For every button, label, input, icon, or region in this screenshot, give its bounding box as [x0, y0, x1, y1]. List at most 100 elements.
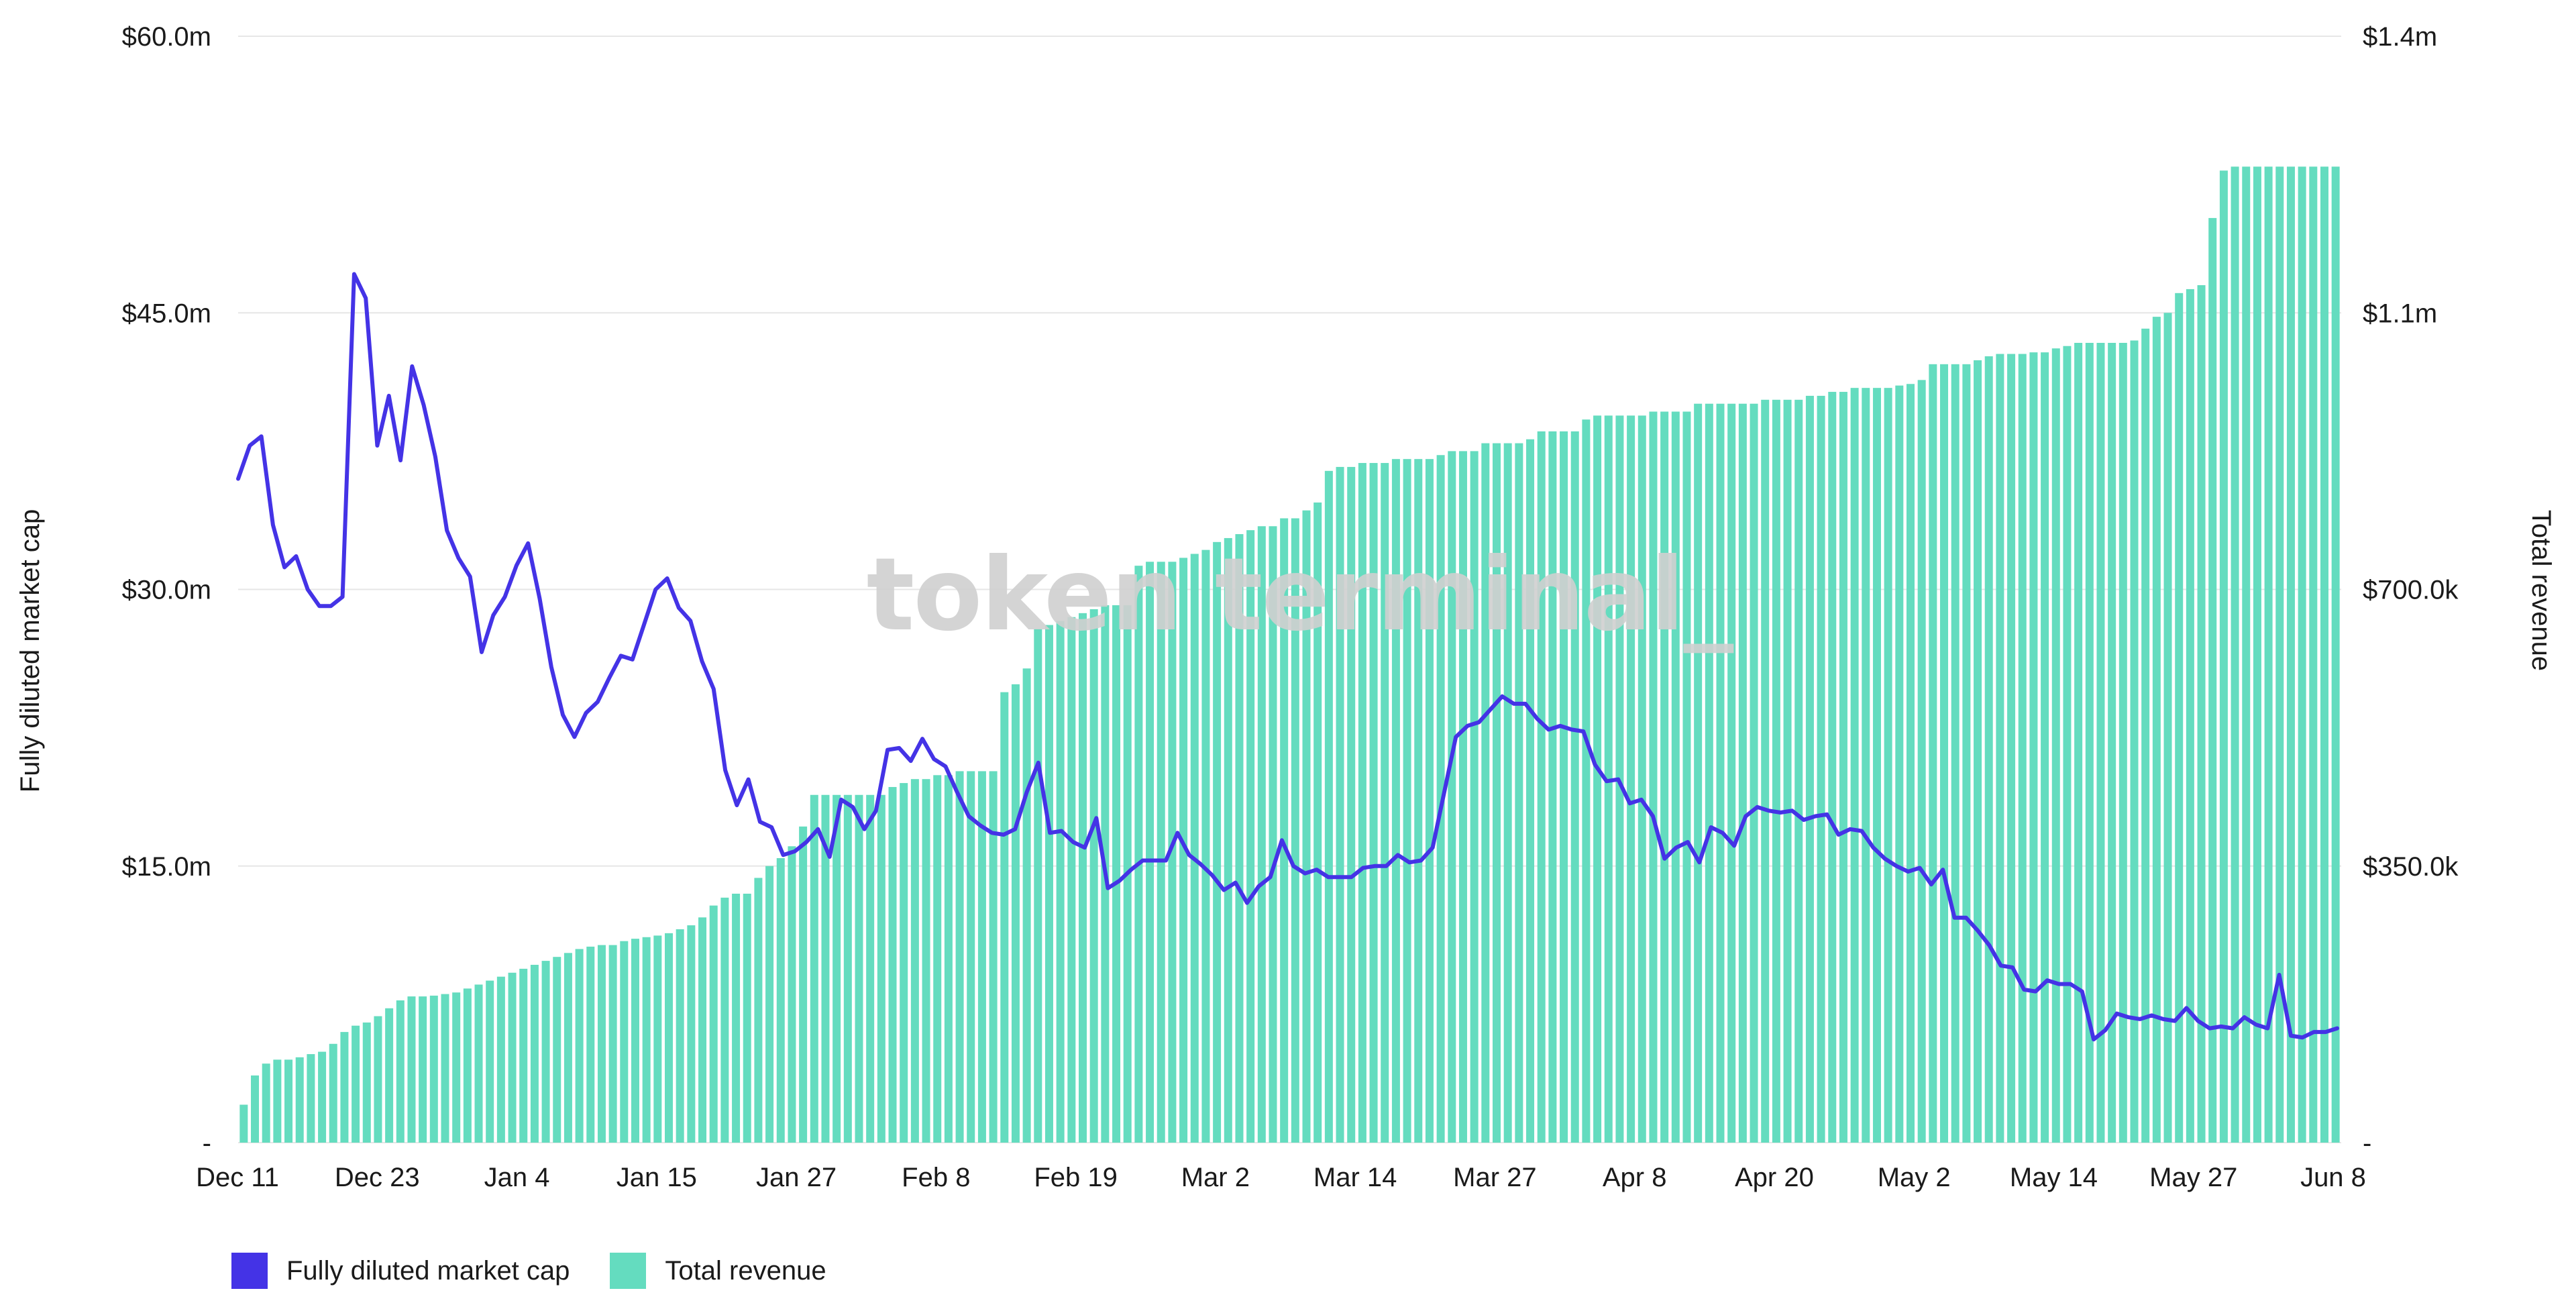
- revenue-bar[interactable]: [429, 995, 438, 1143]
- revenue-bar[interactable]: [866, 794, 875, 1143]
- revenue-bar[interactable]: [1772, 399, 1780, 1143]
- revenue-bar[interactable]: [698, 917, 707, 1143]
- revenue-bar[interactable]: [608, 945, 617, 1143]
- revenue-bar[interactable]: [1369, 463, 1378, 1143]
- revenue-bar[interactable]: [2152, 317, 2161, 1143]
- revenue-bar[interactable]: [1034, 629, 1042, 1143]
- revenue-bar[interactable]: [530, 964, 539, 1143]
- revenue-bar[interactable]: [463, 988, 472, 1143]
- revenue-bar[interactable]: [1548, 431, 1557, 1143]
- revenue-bar[interactable]: [1503, 443, 1512, 1143]
- revenue-bar[interactable]: [1201, 550, 1210, 1143]
- revenue-bar[interactable]: [1067, 617, 1076, 1143]
- revenue-bar[interactable]: [239, 1104, 248, 1143]
- revenue-bar[interactable]: [1269, 526, 1277, 1143]
- revenue-bar[interactable]: [2242, 166, 2251, 1143]
- revenue-bar[interactable]: [933, 775, 942, 1143]
- revenue-bar[interactable]: [2331, 166, 2340, 1143]
- revenue-bar[interactable]: [307, 1054, 315, 1143]
- revenue-bar[interactable]: [486, 980, 494, 1143]
- revenue-bar[interactable]: [1056, 621, 1065, 1143]
- revenue-bar[interactable]: [1146, 562, 1155, 1143]
- revenue-bar[interactable]: [631, 939, 639, 1143]
- revenue-bar[interactable]: [2309, 166, 2318, 1143]
- revenue-bar[interactable]: [564, 953, 572, 1143]
- revenue-bar[interactable]: [709, 905, 718, 1143]
- revenue-bar[interactable]: [754, 878, 763, 1143]
- revenue-bar[interactable]: [2007, 354, 2016, 1143]
- revenue-bar[interactable]: [419, 996, 427, 1143]
- revenue-bar[interactable]: [452, 992, 461, 1143]
- legend-item-market-cap[interactable]: Fully diluted market cap: [231, 1253, 570, 1289]
- revenue-bar[interactable]: [1974, 360, 1982, 1143]
- revenue-bar[interactable]: [1682, 411, 1691, 1143]
- revenue-bar[interactable]: [2018, 354, 2027, 1143]
- revenue-bar[interactable]: [2108, 343, 2116, 1143]
- revenue-bar[interactable]: [1805, 395, 1814, 1143]
- revenue-bar[interactable]: [833, 794, 841, 1143]
- revenue-bar[interactable]: [910, 779, 919, 1143]
- revenue-bar[interactable]: [1638, 415, 1646, 1143]
- revenue-bar[interactable]: [2051, 348, 2060, 1143]
- revenue-bar[interactable]: [541, 961, 550, 1143]
- revenue-bar[interactable]: [251, 1075, 260, 1143]
- revenue-bar[interactable]: [1000, 692, 1009, 1143]
- revenue-bar[interactable]: [1694, 403, 1703, 1143]
- revenue-bar[interactable]: [1727, 403, 1736, 1143]
- revenue-bar[interactable]: [1884, 388, 1892, 1143]
- revenue-bar[interactable]: [1112, 605, 1121, 1143]
- revenue-bar[interactable]: [2231, 166, 2239, 1143]
- revenue-bar[interactable]: [1794, 399, 1803, 1143]
- revenue-bar[interactable]: [900, 783, 908, 1143]
- revenue-bar[interactable]: [273, 1059, 282, 1143]
- revenue-bar[interactable]: [1560, 431, 1568, 1143]
- revenue-bar[interactable]: [1761, 399, 1770, 1143]
- revenue-bar[interactable]: [340, 1032, 349, 1143]
- revenue-bar[interactable]: [1391, 459, 1400, 1143]
- revenue-bar[interactable]: [1839, 392, 1847, 1143]
- revenue-bar[interactable]: [1168, 562, 1177, 1143]
- revenue-bar[interactable]: [1940, 364, 1949, 1143]
- revenue-bar[interactable]: [642, 937, 651, 1143]
- revenue-bar[interactable]: [1246, 530, 1255, 1143]
- revenue-bar[interactable]: [2029, 352, 2038, 1143]
- revenue-bar[interactable]: [1705, 403, 1713, 1143]
- revenue-bar[interactable]: [1347, 466, 1356, 1143]
- revenue-bar[interactable]: [877, 794, 885, 1143]
- revenue-bar[interactable]: [2085, 343, 2094, 1143]
- revenue-bar[interactable]: [989, 771, 998, 1143]
- revenue-bar[interactable]: [1492, 443, 1501, 1143]
- revenue-bar[interactable]: [1436, 455, 1445, 1143]
- revenue-bar[interactable]: [687, 925, 696, 1143]
- revenue-bar[interactable]: [2275, 166, 2284, 1143]
- revenue-bar[interactable]: [1235, 534, 1244, 1143]
- revenue-bar[interactable]: [799, 826, 808, 1143]
- revenue-bar[interactable]: [2208, 217, 2217, 1143]
- revenue-bar[interactable]: [1022, 668, 1031, 1143]
- revenue-bar[interactable]: [665, 933, 674, 1143]
- revenue-bar[interactable]: [1783, 399, 1792, 1143]
- revenue-bar[interactable]: [396, 1000, 405, 1143]
- revenue-bar[interactable]: [553, 957, 561, 1143]
- revenue-bar[interactable]: [2175, 293, 2184, 1143]
- revenue-bar[interactable]: [720, 897, 729, 1143]
- revenue-bar[interactable]: [1627, 415, 1635, 1143]
- revenue-bar[interactable]: [1257, 526, 1266, 1143]
- revenue-bar[interactable]: [1895, 385, 1904, 1143]
- revenue-bar[interactable]: [284, 1059, 293, 1143]
- revenue-bar[interactable]: [955, 771, 964, 1143]
- revenue-bar[interactable]: [262, 1063, 270, 1143]
- revenue-bar[interactable]: [2130, 340, 2139, 1143]
- revenue-bar[interactable]: [810, 794, 818, 1143]
- revenue-bar[interactable]: [2197, 285, 2206, 1143]
- revenue-bar[interactable]: [821, 794, 830, 1143]
- revenue-bar[interactable]: [1951, 364, 1960, 1143]
- revenue-bar[interactable]: [2141, 328, 2150, 1143]
- revenue-bar[interactable]: [2163, 313, 2172, 1143]
- revenue-bar[interactable]: [385, 1008, 394, 1143]
- revenue-bar[interactable]: [1044, 625, 1053, 1143]
- revenue-bar[interactable]: [1526, 439, 1535, 1143]
- revenue-bar[interactable]: [1470, 451, 1479, 1143]
- revenue-bar[interactable]: [1917, 380, 1926, 1143]
- revenue-bar[interactable]: [1078, 613, 1087, 1143]
